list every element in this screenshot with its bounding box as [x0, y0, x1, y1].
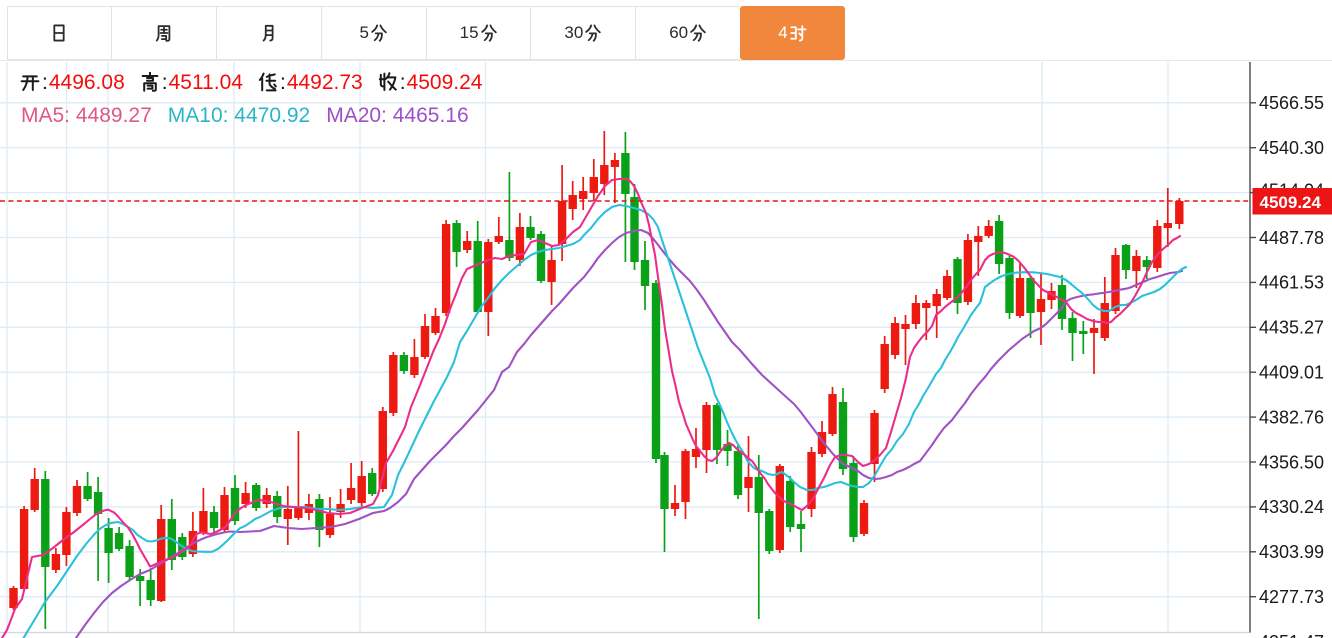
svg-text:4330.24: 4330.24 — [1259, 497, 1324, 517]
svg-text:4303.99: 4303.99 — [1259, 542, 1324, 562]
svg-text:4435.27: 4435.27 — [1259, 318, 1324, 338]
svg-text:4277.73: 4277.73 — [1259, 587, 1324, 607]
svg-text:4461.53: 4461.53 — [1259, 273, 1324, 293]
svg-text:4487.78: 4487.78 — [1259, 228, 1324, 248]
svg-text:4566.55: 4566.55 — [1259, 93, 1324, 113]
svg-text:4251.47: 4251.47 — [1259, 632, 1324, 638]
svg-text:4382.76: 4382.76 — [1259, 407, 1324, 427]
svg-text:4509.24: 4509.24 — [1260, 193, 1322, 212]
svg-text:4409.01: 4409.01 — [1259, 363, 1324, 383]
svg-text:4540.30: 4540.30 — [1259, 138, 1324, 158]
svg-text:4356.50: 4356.50 — [1259, 452, 1324, 472]
